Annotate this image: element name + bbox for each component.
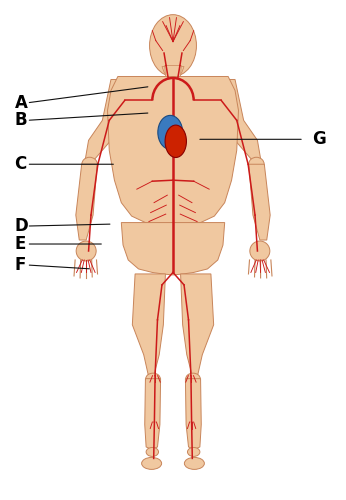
Polygon shape [145, 378, 161, 450]
Polygon shape [132, 274, 165, 374]
Ellipse shape [158, 116, 183, 150]
Text: F: F [15, 256, 26, 274]
Text: C: C [15, 155, 27, 173]
Polygon shape [162, 66, 184, 76]
Text: B: B [15, 112, 27, 130]
Polygon shape [249, 164, 270, 240]
Ellipse shape [249, 158, 264, 171]
Ellipse shape [142, 458, 162, 469]
Ellipse shape [250, 241, 270, 261]
Polygon shape [108, 76, 238, 226]
Ellipse shape [165, 125, 186, 158]
Text: G: G [312, 130, 326, 148]
Polygon shape [181, 274, 214, 374]
Ellipse shape [82, 158, 97, 171]
Ellipse shape [188, 448, 200, 456]
Ellipse shape [76, 241, 96, 261]
Polygon shape [185, 378, 201, 450]
Polygon shape [165, 66, 181, 76]
Polygon shape [121, 222, 225, 275]
Ellipse shape [149, 14, 197, 76]
Ellipse shape [184, 458, 204, 469]
Text: D: D [15, 217, 28, 235]
Ellipse shape [186, 373, 200, 384]
Polygon shape [85, 80, 121, 160]
Ellipse shape [146, 448, 158, 456]
Text: A: A [15, 94, 27, 112]
Text: E: E [15, 235, 26, 253]
Polygon shape [225, 80, 261, 160]
Polygon shape [76, 164, 97, 240]
Ellipse shape [146, 373, 160, 384]
